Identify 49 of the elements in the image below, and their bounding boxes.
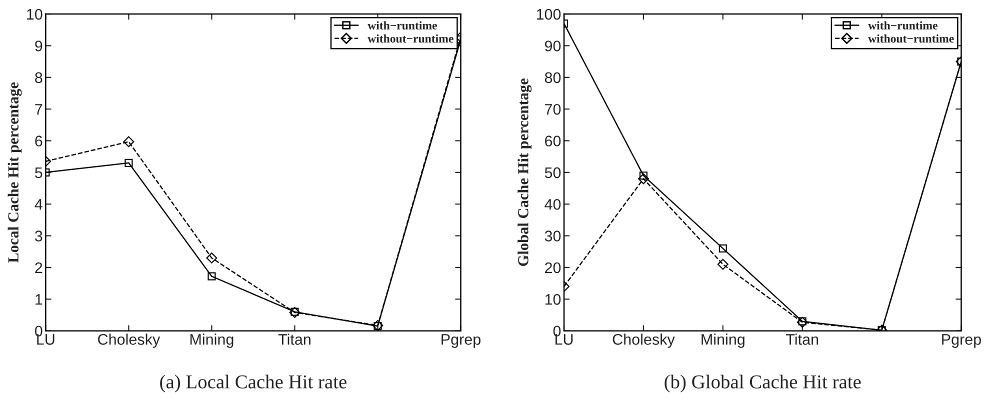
y-tick-label: 90	[544, 40, 561, 52]
y-tick-label: 30	[544, 230, 561, 242]
x-tick-label: Cholesky	[98, 334, 160, 348]
y-axis-title: Local Cache Hit percentage	[8, 82, 22, 263]
legend-label: with−runtime	[368, 21, 437, 30]
y-tick-label: 9	[35, 40, 42, 52]
y-tick-label: 1	[36, 294, 42, 305]
y-tick-label: 6	[35, 136, 42, 146]
y-tick-label: 2	[35, 262, 42, 274]
point	[798, 317, 806, 326]
legend-label: with−runtime	[868, 21, 938, 30]
y-tick-label: 60	[545, 136, 561, 146]
x-tick-label: LU	[37, 334, 54, 345]
point	[208, 272, 216, 280]
y-tick-label: 8	[35, 72, 42, 84]
y-tick-label: 3	[34, 230, 42, 242]
text: (a) Local Cache Hit rate	[160, 374, 346, 392]
x-tick-label: LU	[556, 334, 573, 345]
y-tick-label: 7	[35, 104, 42, 115]
x-tick-label: Titan	[786, 334, 818, 345]
y-tick-label: 0	[35, 326, 42, 337]
y-tick-label: 5	[35, 167, 42, 178]
x-tick-label: Titan	[278, 334, 310, 345]
y-tick-label: 4	[34, 199, 42, 210]
x-tick-label: Mining	[190, 334, 234, 348]
point	[123, 136, 134, 148]
y-tick-label: 40	[544, 198, 561, 210]
point	[372, 320, 384, 331]
x-tick-label: Cholesky	[612, 334, 675, 348]
point	[374, 322, 382, 330]
point	[124, 158, 133, 167]
y-tick-label: 10	[27, 8, 42, 20]
x-tick-label: Pgrep	[442, 334, 480, 348]
text: (b) Global Cache Hit rate	[664, 374, 861, 392]
y-tick-label: 0	[553, 326, 561, 337]
legend-label: without−runtime	[368, 34, 454, 43]
x-tick-label: Pgrep	[942, 334, 981, 348]
y-tick-label: 100	[536, 8, 561, 20]
y-tick-label: 20	[545, 262, 561, 274]
y-axis-title: Global Cache Hit percentage	[518, 78, 532, 266]
y-tick-label: 70	[545, 104, 561, 115]
point	[206, 252, 218, 264]
legend-label: without−runtime	[868, 34, 954, 43]
x-tick-label: Mining	[702, 334, 744, 348]
point	[718, 244, 727, 252]
point	[638, 173, 649, 184]
y-tick-label: 10	[545, 294, 561, 305]
y-tick-label: 50	[544, 167, 561, 178]
y-tick-label: 80	[544, 72, 561, 84]
